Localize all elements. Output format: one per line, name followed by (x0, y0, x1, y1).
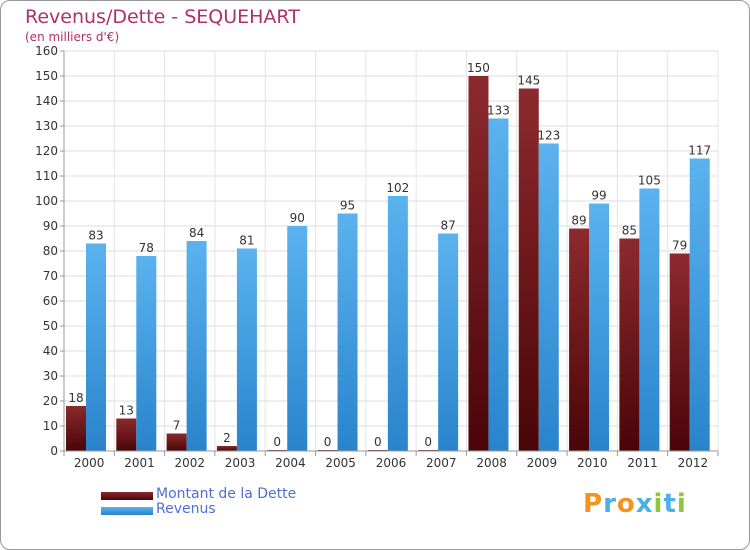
x-tick-label-2012: 2012 (678, 456, 709, 470)
data-label-revenue-2007: 87 (441, 219, 456, 233)
labels-layer: 18 83 13 78 7 84 2 81 0 90 0 95 0 102 0 87 150 133 145 123 8… (68, 61, 711, 449)
data-label-debt-2008: 150 (467, 61, 490, 75)
bar-revenue-2004 (287, 226, 308, 451)
legend-label-revenue: Revenus (156, 501, 216, 517)
y-tick-label: 40 (43, 344, 58, 358)
y-tick-label: 10 (43, 419, 58, 433)
bar-revenue-2010 (589, 203, 610, 451)
logo-letter: i (676, 489, 687, 519)
data-label-debt-2010: 89 (571, 214, 586, 228)
x-tick-label-2002: 2002 (174, 456, 205, 470)
y-tick-label: 70 (43, 269, 58, 283)
bar-debt-2002 (166, 433, 187, 451)
legend-label-debt: Montant de la Dette (156, 486, 297, 502)
y-tick-label: 30 (43, 369, 58, 383)
data-label-debt-2004: 0 (273, 435, 281, 449)
y-tick-label: 20 (43, 394, 58, 408)
y-tick-label: 140 (35, 94, 58, 108)
data-label-revenue-2000: 83 (88, 229, 103, 243)
data-label-revenue-2008: 133 (487, 104, 510, 118)
bar-debt-2001 (116, 418, 137, 451)
bar-revenue-2009 (538, 143, 559, 451)
logo-letter: t (663, 489, 677, 519)
x-tick-label-2009: 2009 (527, 456, 558, 470)
y-tick-label: 120 (35, 144, 58, 158)
legend-swatch-debt (101, 492, 153, 500)
data-label-revenue-2012: 117 (688, 144, 711, 158)
logo-letter: r (603, 489, 617, 519)
data-label-debt-2000: 18 (68, 391, 83, 405)
y-tick-label: 100 (35, 194, 58, 208)
y-tick-label: 0 (50, 444, 58, 458)
y-tick-label: 110 (35, 169, 58, 183)
data-label-debt-2007: 0 (424, 435, 432, 449)
axis-layer: 0102030405060708090100110120130140150160… (35, 44, 719, 470)
y-tick-label: 60 (43, 294, 58, 308)
bar-revenue-2000 (86, 243, 106, 451)
bar-revenue-2003 (236, 248, 257, 451)
x-tick-label-2010: 2010 (577, 456, 608, 470)
bar-debt-2008 (468, 76, 489, 451)
data-label-debt-2011: 85 (622, 224, 637, 238)
bar-debt-2009 (518, 88, 539, 451)
bar-debt-2011 (619, 238, 640, 451)
y-tick-label: 150 (35, 69, 58, 83)
data-label-debt-2012: 79 (672, 239, 687, 253)
x-tick-label-2001: 2001 (124, 456, 155, 470)
bar-debt-2012 (669, 253, 690, 451)
x-tick-label-2005: 2005 (325, 456, 356, 470)
chart-subtitle: (en milliers d'€) (25, 30, 120, 44)
bar-revenue-2011 (639, 188, 660, 451)
data-label-debt-2002: 7 (173, 419, 181, 433)
data-label-debt-2001: 13 (119, 404, 134, 418)
legend-swatch-revenue (101, 507, 153, 515)
logo-letter: P (583, 489, 604, 519)
data-label-revenue-2005: 95 (340, 199, 355, 213)
data-label-revenue-2006: 102 (386, 181, 409, 195)
data-label-revenue-2001: 78 (139, 241, 154, 255)
bar-debt-2000 (66, 406, 86, 451)
chart-title: Revenus/Dette - SEQUEHART (25, 6, 300, 28)
data-label-revenue-2002: 84 (189, 226, 204, 240)
y-tick-label: 90 (43, 219, 58, 233)
x-tick-label-2008: 2008 (476, 456, 507, 470)
x-tick-label-2003: 2003 (225, 456, 256, 470)
x-tick-label-2000: 2000 (74, 456, 105, 470)
bar-revenue-2006 (387, 196, 408, 451)
data-label-debt-2009: 145 (517, 74, 540, 88)
logo-letter: i (653, 489, 664, 519)
y-tick-label: 160 (35, 44, 58, 58)
data-label-revenue-2009: 123 (537, 129, 560, 143)
x-tick-label-2006: 2006 (376, 456, 407, 470)
bar-debt-2003 (216, 446, 237, 451)
bar-revenue-2001 (136, 256, 157, 451)
x-tick-label-2004: 2004 (275, 456, 306, 470)
data-label-revenue-2010: 99 (591, 189, 606, 203)
y-tick-label: 130 (35, 119, 58, 133)
proxiti-logo: Proxiti (583, 489, 687, 519)
bar-revenue-2012 (689, 158, 710, 451)
bars-layer (66, 76, 710, 451)
logo-letter: o (616, 489, 636, 519)
bar-revenue-2007 (438, 233, 459, 451)
bar-revenue-2008 (488, 118, 509, 451)
data-label-debt-2003: 2 (223, 431, 231, 445)
logo-letter: x (635, 489, 654, 519)
bar-revenue-2005 (337, 213, 358, 451)
x-tick-label-2007: 2007 (426, 456, 457, 470)
data-label-revenue-2004: 90 (290, 211, 305, 225)
bar-debt-2010 (569, 228, 590, 451)
data-label-revenue-2011: 105 (638, 174, 661, 188)
y-tick-label: 50 (43, 319, 58, 333)
x-tick-label-2011: 2011 (627, 456, 658, 470)
y-tick-label: 80 (43, 244, 58, 258)
data-label-debt-2006: 0 (374, 435, 382, 449)
data-label-revenue-2003: 81 (239, 234, 254, 248)
data-label-debt-2005: 0 (324, 435, 332, 449)
bar-revenue-2002 (186, 241, 207, 451)
